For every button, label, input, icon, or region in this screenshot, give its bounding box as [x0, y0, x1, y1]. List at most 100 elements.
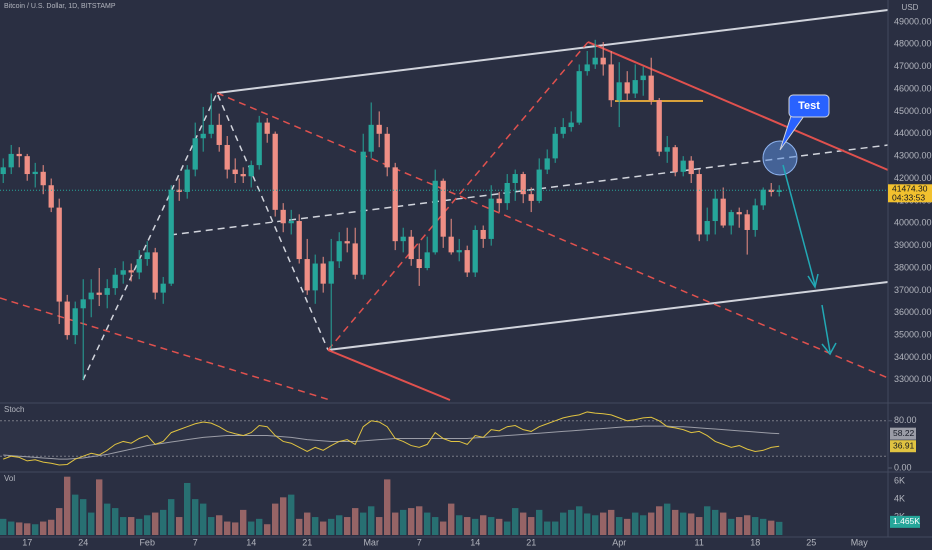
stoch-tick-label: 80.00: [894, 415, 917, 425]
candle-body: [264, 122, 270, 134]
volume-bar: [728, 518, 735, 535]
x-tick-label: May: [851, 537, 869, 547]
candle-body: [616, 82, 622, 101]
volume-bar: [376, 517, 383, 535]
candle-body: [168, 189, 174, 284]
axes: 33000.00 34000.00 35000.00 36000.00 37000.00…: [22, 16, 932, 547]
candle-body: [200, 133, 206, 139]
volume-bar: [80, 499, 87, 535]
candle-body: [432, 180, 438, 253]
candle-body: [216, 124, 222, 145]
volume-bar: [136, 518, 143, 535]
x-tick-label: 14: [470, 537, 480, 547]
volume-bar: [768, 520, 775, 535]
candle-body: [88, 292, 94, 300]
price-badge-text: 41474.30: [892, 184, 928, 194]
volume-bar: [712, 509, 719, 535]
volume-bar: [104, 503, 111, 535]
x-tick-label: Mar: [363, 537, 379, 547]
volume-bar: [328, 518, 335, 535]
y-tick-label: 33000.00: [894, 374, 932, 384]
volume-bar: [640, 515, 647, 535]
candle-body: [448, 236, 454, 253]
volume-bar: [464, 517, 471, 535]
y-tick-label: 44000.00: [894, 128, 932, 138]
callout-box: [788, 94, 830, 118]
volume-bar: [264, 524, 271, 535]
x-tick-label: 21: [302, 537, 312, 547]
candle-body: [552, 133, 558, 159]
candle-body: [728, 212, 734, 226]
candle-body: [608, 64, 614, 101]
volume-bar: [64, 476, 71, 535]
volume-bar: [560, 512, 567, 535]
candle-body: [512, 174, 518, 183]
volume-bar: [144, 515, 151, 535]
candle-body: [776, 190, 782, 192]
x-tick-label: Feb: [139, 537, 155, 547]
x-tick-label: 17: [22, 537, 32, 547]
volume-bar: [248, 521, 255, 535]
candle-body: [592, 57, 598, 65]
volume-bar: [440, 521, 447, 535]
volume-bar: [232, 522, 239, 535]
candle-body: [480, 229, 486, 239]
volume-bar: [648, 512, 655, 535]
candle-body: [376, 124, 382, 134]
volume-bar: [744, 515, 751, 535]
candle-body: [224, 144, 230, 170]
stoch-line: [3, 425, 780, 460]
candle-body: [24, 156, 30, 175]
volume-bar: [8, 521, 15, 535]
volume-bar: [272, 503, 279, 535]
volume-bar: [320, 521, 327, 535]
countdown: 04:33:53: [892, 193, 925, 203]
candle-body: [712, 198, 718, 222]
y-tick-label: 49000.00: [894, 16, 932, 26]
arrow: [782, 164, 816, 286]
volume-bar: [56, 508, 63, 535]
candle-body: [136, 259, 142, 273]
volume-bar: [448, 503, 455, 535]
y-tick-label: 36000.00: [894, 307, 932, 317]
volume-bar: [88, 512, 95, 535]
candle-body: [248, 165, 254, 177]
candle-body: [400, 236, 406, 242]
candle-body: [48, 185, 54, 208]
volume-bar: [616, 517, 623, 535]
volume-bar: [176, 517, 183, 535]
volume-bar: [576, 506, 583, 535]
volume-bar: [736, 517, 743, 535]
volume-bar: [184, 482, 191, 535]
volume-bar: [752, 517, 759, 535]
arrowhead: [807, 273, 819, 289]
volume-bar: [336, 515, 343, 535]
candle-body: [472, 229, 478, 273]
candle-body: [280, 209, 286, 224]
candle-body: [488, 198, 494, 239]
volume-bar: [624, 518, 631, 535]
volume-bar: [392, 512, 399, 535]
volume-bar: [408, 508, 415, 535]
volume-bar: [240, 509, 247, 535]
y-tick-label: 35000.00: [894, 329, 932, 339]
candle-body: [544, 158, 550, 170]
volume-bar: [704, 506, 711, 535]
candle-body: [240, 174, 246, 177]
vol-tick-label: 6K: [894, 476, 905, 486]
candle-body: [120, 270, 126, 275]
volume-bar: [24, 523, 31, 535]
candle-body: [664, 147, 670, 152]
candle-body: [296, 221, 302, 260]
candle-body: [368, 124, 374, 152]
volume-bar: [552, 521, 559, 535]
volume-bar: [520, 512, 527, 535]
volume-bar: [400, 509, 407, 535]
volume-bar: [192, 499, 199, 535]
candle-body: [128, 270, 134, 273]
volume-bar: [568, 509, 575, 535]
x-tick-label: 25: [806, 537, 816, 547]
volume-bar: [632, 512, 639, 535]
stoch-badge: [890, 440, 916, 453]
volume-bar: [224, 521, 231, 535]
